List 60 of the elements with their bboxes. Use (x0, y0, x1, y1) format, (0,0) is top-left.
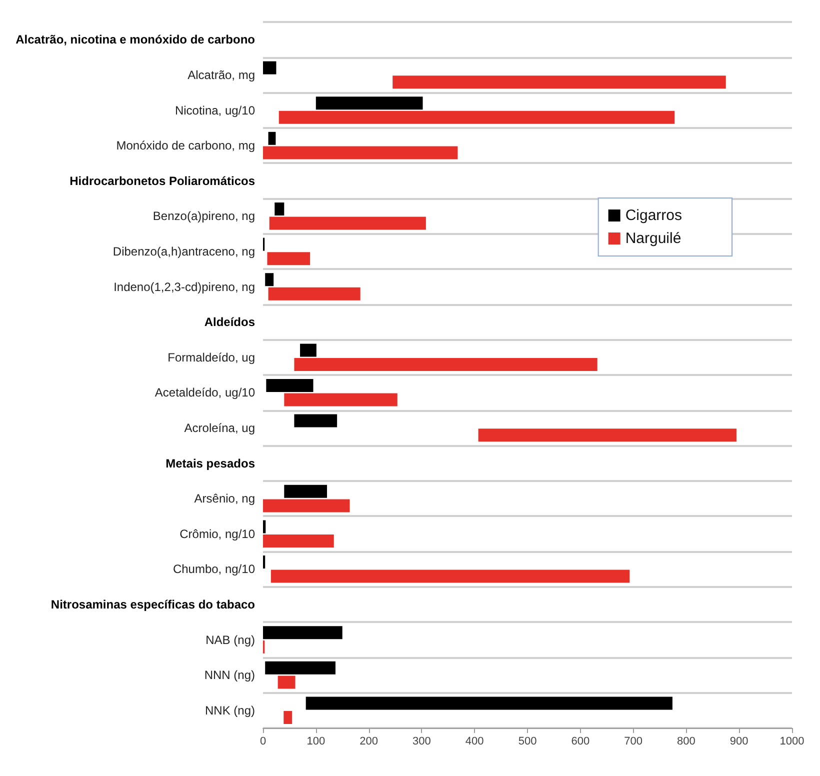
bar (274, 202, 284, 216)
y-tick-label: Metais pesados (166, 456, 256, 470)
bar (306, 696, 672, 710)
y-tick-label: Aldeídos (204, 315, 256, 330)
y-tick-label: Acroleína, ug (184, 420, 255, 435)
x-tick-label: 300 (412, 736, 431, 748)
bar (268, 132, 276, 145)
bar (284, 484, 328, 498)
y-tick-label: Nitrosaminas específicas do tabaco (50, 597, 255, 612)
bar (316, 96, 423, 110)
y-tick-label: Chumbo, ng/10 (172, 562, 256, 576)
y-tick-label: Monóxido de carbono, mg (116, 138, 255, 153)
x-tick-label: 200 (360, 736, 378, 748)
legend-label: Narguilé (625, 230, 682, 247)
bar (300, 344, 316, 357)
legend-label: Cigarros (625, 207, 682, 224)
bar (269, 216, 426, 230)
bar (278, 110, 675, 124)
x-tick-label: 800 (677, 736, 696, 748)
bar (294, 414, 338, 428)
y-tick-label: Acetaldeído, ug/10 (154, 386, 256, 400)
bar (266, 379, 314, 392)
bar (478, 428, 736, 442)
y-tick-label: Arsênio, ng (194, 492, 255, 506)
bar (263, 520, 266, 534)
bar (263, 626, 342, 640)
x-tick-label: 700 (624, 736, 642, 748)
y-tick-label: NAB (ng) (206, 632, 255, 647)
bar (284, 393, 398, 406)
y-tick-label: NNN (ng) (204, 668, 256, 682)
y-tick-label: Dibenzo(a,h)antraceno, ng (112, 244, 255, 258)
x-tick-label: 500 (518, 736, 537, 748)
bar (265, 273, 274, 286)
bar (263, 534, 334, 548)
y-tick-label: Hidrocarbonetos Poliaromáticos (70, 174, 256, 188)
y-tick-label: Crômio, ng/10 (180, 526, 256, 541)
x-tick-label: 100 (306, 736, 326, 748)
y-tick-label: Nicotina, ug/10 (174, 103, 256, 118)
y-tick-label: Benzo(a)pireno, ng (152, 209, 255, 224)
y-tick-label: Alcatrão, mg (188, 68, 255, 82)
y-tick-label: Indeno(1,2,3-cd)pireno, ng (114, 280, 255, 294)
bar (294, 358, 598, 371)
x-tick-label: 1000 (780, 736, 804, 748)
bar (268, 287, 360, 300)
x-tick-label: 900 (730, 736, 748, 748)
bar (284, 711, 292, 724)
bar (265, 661, 336, 674)
x-tick-label: 400 (465, 736, 484, 748)
bar (392, 76, 726, 89)
y-tick-label: Alcatrão, nicotina e monóxido de carbono (16, 32, 255, 47)
bar (263, 499, 350, 512)
x-tick-label: 600 (571, 736, 590, 748)
y-tick-label: Formaldeído, ug (168, 350, 255, 364)
bar (263, 61, 276, 74)
bar (267, 252, 310, 266)
bar (263, 146, 458, 160)
y-tick-label: NNK (ng) (204, 703, 255, 718)
bar (278, 676, 296, 689)
bar (270, 570, 630, 583)
x-tick-label: 0 (260, 736, 266, 748)
